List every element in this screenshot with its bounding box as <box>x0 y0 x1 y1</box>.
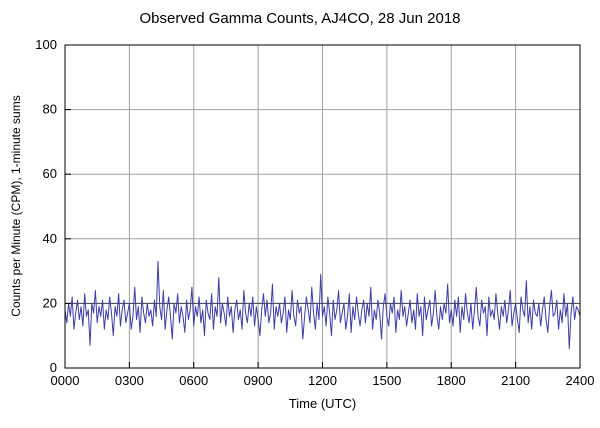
y-tick-label: 0 <box>50 360 57 375</box>
y-tick-label: 40 <box>43 231 57 246</box>
chart-title: Observed Gamma Counts, AJ4CO, 28 Jun 201… <box>139 10 461 27</box>
x-tick-label: 2400 <box>566 373 595 388</box>
x-tick-label: 1500 <box>372 373 401 388</box>
x-tick-label: 0000 <box>51 373 80 388</box>
y-tick-label: 100 <box>35 37 57 52</box>
x-tick-label: 0600 <box>179 373 208 388</box>
x-tick-label: 2100 <box>501 373 530 388</box>
x-tick-label: 1200 <box>308 373 337 388</box>
x-tick-label: 1800 <box>437 373 466 388</box>
data-series-line <box>64 260 581 350</box>
x-tick-label: 0900 <box>244 373 273 388</box>
y-axis-label: Counts per Minute (CPM), 1-minute sums <box>9 95 23 317</box>
gridlines <box>65 45 580 368</box>
x-axis-label: Time (UTC) <box>288 396 357 411</box>
axis-ticks: 0000 0300 0600 0900 1200 1500 1800 2100 2400 0 20 4… <box>35 37 594 388</box>
y-tick-label: 80 <box>43 102 57 117</box>
y-tick-label: 20 <box>43 295 57 310</box>
x-tick-label: 0300 <box>115 373 144 388</box>
y-tick-label: 60 <box>43 166 57 181</box>
